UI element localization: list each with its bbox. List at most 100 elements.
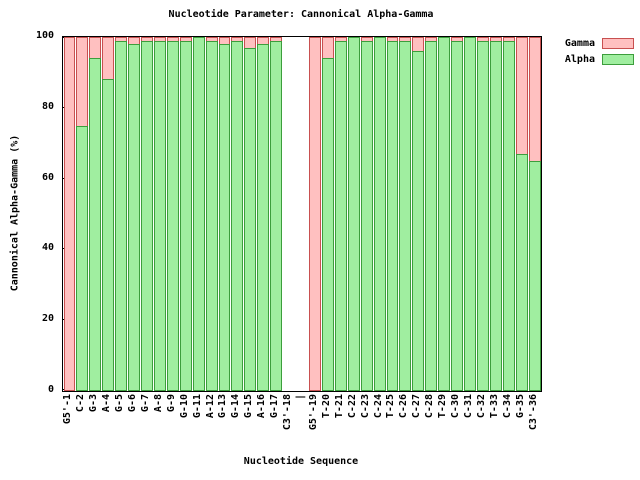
x-tick-label: T-25 xyxy=(385,394,397,419)
bar-alpha xyxy=(464,37,476,391)
bar-alpha xyxy=(438,37,451,391)
x-tick-label: C3'-18 xyxy=(282,394,294,431)
bar-alpha xyxy=(528,160,541,391)
x-tick-label: T-20 xyxy=(320,394,332,419)
x-tick-label: G5'-19 xyxy=(307,394,319,431)
bar-alpha xyxy=(192,37,205,391)
x-tick-label: T-29 xyxy=(437,394,449,419)
x-tick-label: G-17 xyxy=(269,394,281,419)
bar-slot xyxy=(205,37,218,391)
bar-alpha xyxy=(205,40,218,391)
bar-alpha xyxy=(218,44,231,391)
x-tick-label: G5'-1 xyxy=(62,394,74,425)
x-tick-label: C-26 xyxy=(398,394,410,419)
bar-slot xyxy=(360,37,373,391)
bar-slot xyxy=(296,37,308,391)
y-tick-label: 40 xyxy=(41,242,54,254)
x-tick-label: G-3 xyxy=(88,394,100,413)
plot-area xyxy=(62,36,542,392)
bar-slot xyxy=(515,37,528,391)
bar-slot xyxy=(283,37,295,391)
bar-slot xyxy=(166,37,179,391)
legend-entry-alpha: Alpha xyxy=(565,54,634,65)
bar-alpha xyxy=(489,40,502,391)
bar-gamma xyxy=(309,37,321,391)
legend-entry-gamma: Gamma xyxy=(565,38,634,49)
x-tick-label: | xyxy=(295,394,306,401)
x-axis-label: Nucleotide Sequence xyxy=(243,456,359,467)
legend-swatch-gamma xyxy=(602,38,634,49)
bar-alpha xyxy=(128,44,141,391)
x-tick-label: A-8 xyxy=(152,394,164,413)
bar-alpha xyxy=(425,40,438,391)
bar-alpha xyxy=(244,47,257,391)
bar-alpha xyxy=(347,37,360,391)
chart-title: Nucleotide Parameter: Cannonical Alpha-G… xyxy=(168,9,434,20)
bars-container xyxy=(63,37,541,391)
bar-slot xyxy=(334,37,347,391)
bar-alpha xyxy=(399,40,412,391)
x-tick-label: C-2 xyxy=(75,394,87,413)
bar-slot xyxy=(528,37,541,391)
bar-alpha xyxy=(360,40,373,391)
bar-slot xyxy=(128,37,141,391)
bar-alpha xyxy=(257,44,270,391)
bar-alpha xyxy=(141,40,153,391)
bar-slot xyxy=(412,37,425,391)
x-tick-label: G-35 xyxy=(514,394,526,419)
bar-slot xyxy=(502,37,515,391)
bar-slot xyxy=(464,37,476,391)
bar-slot xyxy=(477,37,489,391)
x-tick-label: C-32 xyxy=(475,394,487,419)
bar-slot xyxy=(489,37,502,391)
bar-alpha xyxy=(321,58,334,391)
x-tick-label: G-13 xyxy=(217,394,229,419)
bar-slot xyxy=(89,37,102,391)
bar-slot xyxy=(373,37,386,391)
bar-slot xyxy=(102,37,115,391)
x-tick-label: T-33 xyxy=(488,394,500,419)
y-tick-label: 0 xyxy=(47,384,54,395)
bar-slot xyxy=(153,37,166,391)
bar-slot xyxy=(386,37,399,391)
bar-slot xyxy=(244,37,257,391)
bar-slot xyxy=(399,37,412,391)
bar-slot xyxy=(425,37,438,391)
x-tick-label: G-10 xyxy=(178,394,190,419)
bar-slot xyxy=(218,37,231,391)
x-tick-label: C-22 xyxy=(346,394,358,419)
legend: Gamma Alpha xyxy=(565,38,634,65)
bar-alpha xyxy=(515,153,528,391)
bar-alpha xyxy=(502,40,515,391)
bar-alpha xyxy=(76,125,89,391)
x-tick-label: C-27 xyxy=(411,394,423,419)
bar-alpha xyxy=(334,40,347,391)
bar-alpha xyxy=(231,40,244,391)
x-tick-label: C-24 xyxy=(372,394,384,419)
y-tick-label: 80 xyxy=(41,100,54,112)
x-tick-label: G-9 xyxy=(165,394,177,413)
y-tick-label: 60 xyxy=(41,171,54,183)
bar-slot xyxy=(76,37,89,391)
x-tick-label: A-12 xyxy=(204,394,216,419)
bar-slot xyxy=(192,37,205,391)
bar-slot xyxy=(257,37,270,391)
x-tick-label: G-15 xyxy=(243,394,255,419)
legend-label-alpha: Alpha xyxy=(564,54,595,65)
x-tick-label: G-11 xyxy=(191,394,203,419)
bar-slot xyxy=(179,37,192,391)
x-tick-label: T-21 xyxy=(333,394,345,419)
x-tick-label: G-14 xyxy=(230,394,242,419)
bar-slot xyxy=(270,37,283,391)
bar-alpha xyxy=(373,37,386,391)
y-axis-label: Cannonical Alpha-Gamma (%) xyxy=(9,134,21,292)
x-tick-label: A-4 xyxy=(101,394,113,413)
bar-slot xyxy=(438,37,451,391)
bar-gamma xyxy=(63,37,76,391)
bar-alpha xyxy=(477,40,489,391)
x-tick-label: C-31 xyxy=(462,394,474,419)
x-tick-label: C-28 xyxy=(424,394,436,419)
x-tick-label: C-34 xyxy=(501,394,513,419)
legend-swatch-alpha xyxy=(602,54,634,65)
